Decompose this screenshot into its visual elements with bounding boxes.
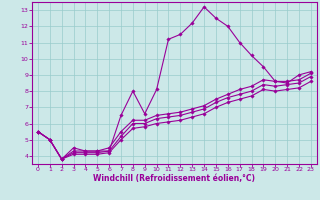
X-axis label: Windchill (Refroidissement éolien,°C): Windchill (Refroidissement éolien,°C): [93, 174, 255, 183]
